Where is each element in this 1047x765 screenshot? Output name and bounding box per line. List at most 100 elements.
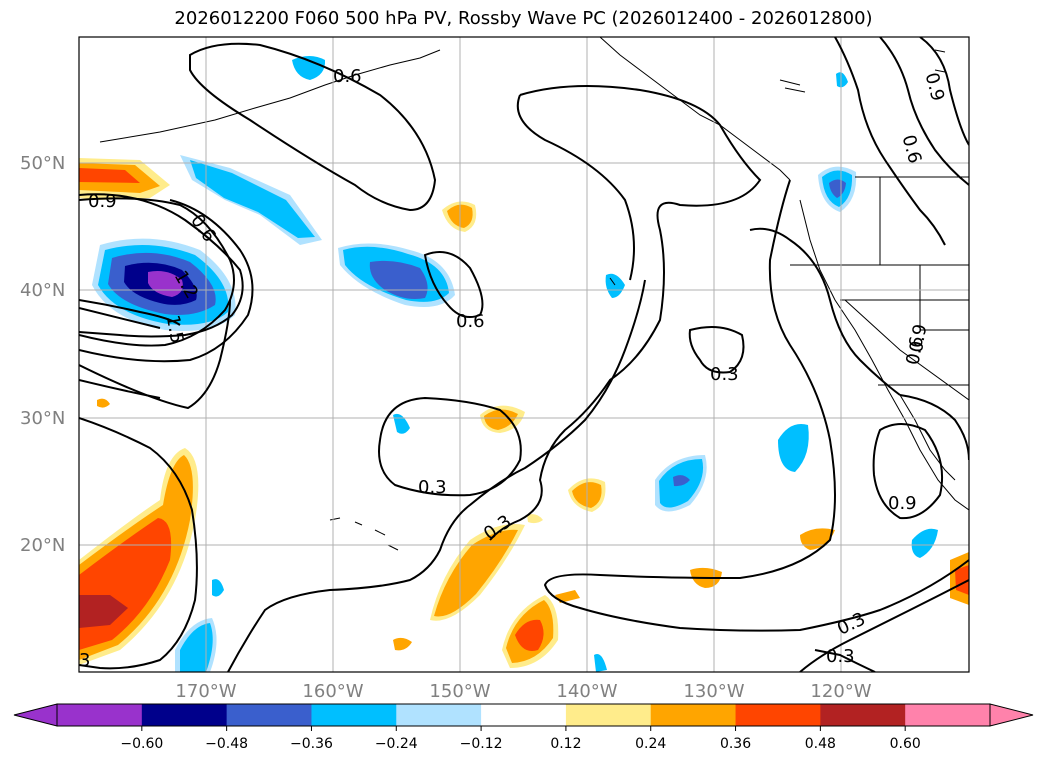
warm-anomaly [393,637,412,651]
pv-contours [79,37,969,672]
cold-anomaly [605,273,625,298]
colorbar-tick-label: 0.48 [805,736,836,752]
contour-line [543,179,969,632]
contour-line [799,579,969,672]
colorbar-tick-label: −0.60 [120,736,163,752]
contour-label: 0.6 [456,311,485,332]
cold-anomaly [673,475,690,487]
colorbar-cell [57,704,143,726]
cold-anomaly [180,623,213,672]
contour-line [489,85,762,541]
colorbar-over-arrow [989,703,1034,727]
state-border [844,299,969,401]
lon-label-160w: 160°W [302,681,363,702]
lat-label-50n: 50°N [20,153,65,174]
colorbar-cell [396,704,482,726]
warm-anomaly [434,529,518,617]
contour-line [814,649,876,672]
cold-anomaly [778,424,809,472]
warm-anomaly [79,168,140,183]
contour-line [899,394,969,461]
colorbar-cell [565,704,652,726]
colorbar-tick-label: 0.60 [890,736,921,752]
colorbar-cell [311,704,397,726]
contour-line [378,396,522,497]
cold-anomaly [369,260,428,299]
baja-coast [899,394,956,481]
contour-label: 0.9 [906,322,932,354]
graticule [79,37,969,672]
lat-label-20n: 20°N [20,535,65,556]
colorbar-cell [820,704,906,726]
colorbar-tick-label: 0.36 [720,736,751,752]
warm-anomaly [515,619,544,651]
cold-anomaly [594,654,607,672]
contour-line [227,279,646,672]
colorbar-cell [141,704,228,726]
map-frame [78,36,970,673]
colorbar-tick-label: 0.12 [550,736,581,752]
cold-anomaly [829,179,846,198]
lat-label-40n: 40°N [20,280,65,301]
map-title: 2026012200 F060 500 hPa PV, Rossby Wave … [174,8,873,29]
state-border [919,265,969,331]
lon-label-150w: 150°W [429,681,490,702]
colorbar-tick-label: −0.24 [375,736,418,752]
warm-anomaly [97,398,110,408]
hawaii-islands [329,517,399,551]
contour-line [79,197,235,347]
warm-anomaly [527,514,543,524]
contour-line [79,199,254,363]
colorbar-cell [735,704,821,726]
contour-line [79,417,198,670]
cold-anomaly [836,72,848,88]
island [934,49,946,73]
cold-anomaly [190,160,315,238]
contour-line [872,423,944,520]
contour-label: 3 [79,650,90,671]
colorbar-tick-label: −0.12 [460,736,503,752]
contour-label: 0.3 [826,646,855,667]
colorbar-tick-label: −0.36 [290,736,333,752]
contour-line [834,37,946,246]
colorbar-tick-label: −0.48 [205,736,248,752]
contour-label: 0.3 [710,364,739,385]
contour-label: 0.9 [88,191,117,212]
contour-line [79,379,161,399]
contour-label: 0.3 [418,477,447,498]
contour-label: 0.6 [333,66,362,87]
warm-anomaly [955,565,969,595]
colorbar-under-arrow [13,703,58,727]
lon-label-170w: 170°W [175,681,236,702]
contour-line [879,37,969,186]
contour-line [423,251,484,318]
lon-label-140w: 140°W [556,681,617,702]
contour-line [79,193,244,338]
contour-line [688,325,745,374]
cold-anomaly [911,528,938,558]
contour-line [749,227,901,396]
longitude-labels: 170°W 160°W 150°W 140°W 130°W 120°W [175,681,871,702]
contour-line [79,299,181,329]
colorbar-cell [905,704,991,726]
colorbar-cell [481,704,567,726]
map-panel [79,37,969,672]
island [779,79,806,93]
pv-shading [79,56,969,672]
colorbar-frame [56,703,991,727]
island [609,277,616,286]
contour-label: 0.9 [888,493,917,514]
lon-label-120w: 120°W [810,681,871,702]
aleutian-islands [99,49,441,143]
lon-label-130w: 130°W [683,681,744,702]
contour-line [79,299,231,410]
alaska-coast [599,37,791,181]
cold-anomaly [393,413,410,434]
latitude-labels: 50°N 40°N 30°N 20°N [20,153,65,556]
contour-line [189,42,437,212]
warm-anomaly [79,595,128,628]
colorbar: −0.60 −0.48 −0.36 −0.24 −0.12 0.12 0.24 0.36 0.4… [13,703,1034,752]
contour-line [516,94,635,281]
contour-line [919,37,969,146]
